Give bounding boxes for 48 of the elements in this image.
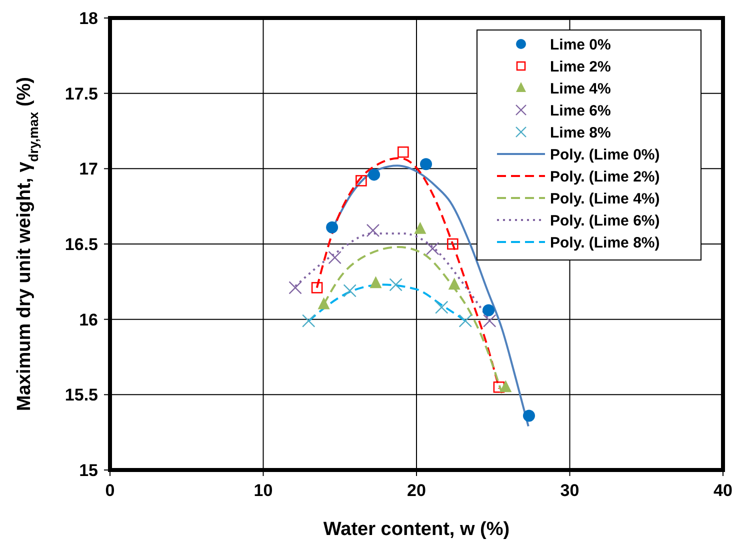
point (389, 278, 402, 292)
point (522, 410, 535, 422)
point (326, 221, 338, 234)
x-tick-label: 30 (560, 481, 580, 500)
y-tick-label: 16.5 (64, 234, 98, 254)
legend-label: Poly. (Lime 6%) (550, 212, 660, 230)
point (426, 242, 440, 256)
x-axis-title: Water content, w (%) (323, 519, 510, 540)
legend-label: Poly. (Lime 2%) (550, 168, 660, 186)
legend-label: Poly. (Lime 0%) (550, 146, 660, 164)
point (500, 380, 512, 392)
x-tick-label: 20 (407, 481, 426, 500)
legend-label: Poly. (Lime 8%) (550, 234, 660, 252)
y-tick-label: 15.5 (64, 386, 98, 405)
point (356, 175, 367, 186)
y-tick-label: 15 (79, 460, 98, 480)
y-tick-label: 16 (79, 310, 98, 330)
y-tick-label: 18 (79, 8, 98, 28)
point (420, 158, 432, 170)
point (448, 278, 460, 290)
x-tick-label: 40 (714, 481, 732, 500)
point (311, 282, 323, 294)
point (288, 281, 302, 294)
y-tick-label: 17.5 (64, 84, 98, 104)
point (368, 168, 380, 181)
point (366, 224, 380, 238)
point (447, 238, 458, 250)
legend-label: Lime 6% (550, 102, 611, 120)
point (482, 304, 495, 316)
point (483, 314, 496, 328)
legend-label: Lime 0% (550, 36, 611, 54)
point (343, 284, 356, 298)
point (458, 314, 472, 328)
legend-label: Lime 2% (550, 58, 611, 76)
legend-label: Lime 4% (550, 80, 611, 98)
point (370, 276, 382, 288)
point (318, 297, 330, 310)
point (398, 146, 409, 158)
point (414, 222, 426, 234)
point (328, 250, 342, 264)
point (302, 314, 316, 328)
legend-label: Lime 8% (550, 124, 611, 142)
y-tick-label: 17 (79, 160, 98, 179)
point (493, 381, 505, 393)
legend-label: Poly. (Lime 4%) (550, 190, 660, 208)
x-tick-label: 0 (105, 481, 115, 500)
x-tick-label: 10 (254, 481, 273, 500)
point (435, 300, 448, 314)
